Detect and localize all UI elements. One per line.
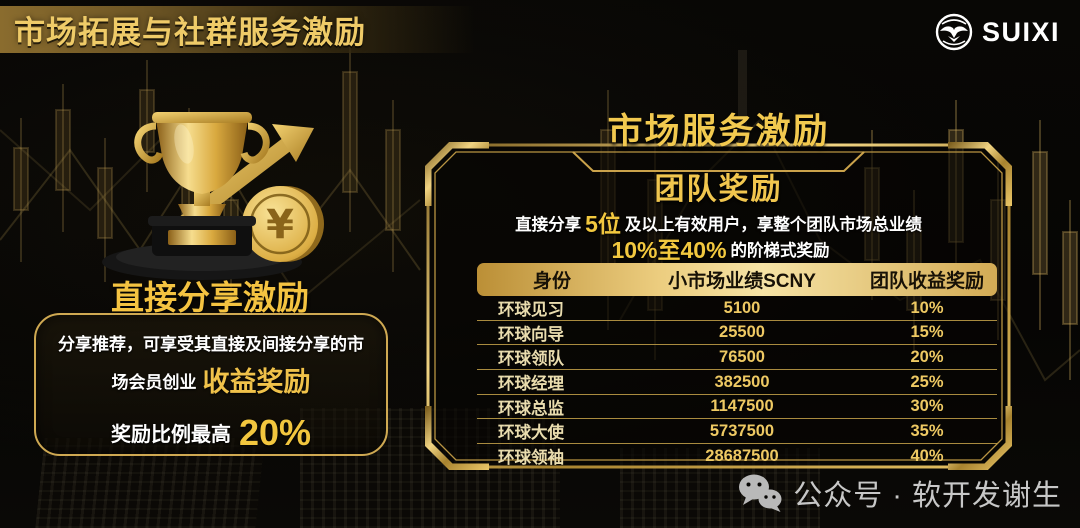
performance-cell: 28687500 xyxy=(705,446,779,465)
performance-cell: 382500 xyxy=(714,372,770,391)
table-header-reward: 团队收益奖励 xyxy=(869,271,984,292)
share-desc-line2: 场会员创业 收益奖励 xyxy=(36,360,386,399)
table-row: 环球见习 5100 10% xyxy=(477,296,997,321)
rank-cell: 环球大使 xyxy=(498,424,564,443)
ratio-line: 奖励比例最高 20% xyxy=(36,412,386,454)
performance-cell: 25500 xyxy=(719,323,765,342)
reward-cell: 20% xyxy=(910,347,944,366)
table-row: 环球领队 76500 20% xyxy=(477,345,997,371)
reward-cell: 35% xyxy=(910,421,944,440)
yuan-coin-icon: ¥ xyxy=(242,186,324,262)
team-reward-panel: 团队奖励 直接分享 5位 及以上有效用户，享整个团队市场总业绩 10%至40% 的阶梯… xyxy=(425,142,1012,470)
performance-cell: 76500 xyxy=(719,347,765,366)
performance-cell: 1147500 xyxy=(710,397,774,416)
rank-cell: 环球经理 xyxy=(498,375,564,394)
performance-cell: 5737500 xyxy=(709,421,775,440)
wechat-icon xyxy=(739,474,782,512)
ratio-label: 奖励比例最高 xyxy=(110,424,231,447)
intro-part1: 直接分享 xyxy=(515,216,582,234)
building-spire xyxy=(738,50,747,145)
logo: SUIXI xyxy=(934,12,1060,52)
table-row: 环球总监 1147500 30% xyxy=(477,395,997,420)
trophy-icon xyxy=(134,112,270,216)
share-desc-line1: 分享推荐，可享受其直接及间接分享的市 xyxy=(58,335,364,354)
suixi-emblem-icon xyxy=(935,13,973,51)
rank-cell: 环球总监 xyxy=(498,399,564,418)
team-reward-table: 身份 小市场业绩SCNY 团队收益奖励 环球见习 5100 10% 环球 xyxy=(477,263,997,469)
table-row: 环球向导 25500 15% xyxy=(477,321,997,346)
share-desc-line2-text: 场会员创业 xyxy=(111,373,197,393)
direct-share-info-box: 分享推荐，可享受其直接及间接分享的市 场会员创业 收益奖励 奖励比例最高 20% xyxy=(34,313,388,456)
panel-title: 团队奖励 xyxy=(654,173,783,206)
table-header-rank: 身份 xyxy=(532,271,571,292)
table-row: 环球大使 5737500 35% xyxy=(477,419,997,445)
ratio-value: 20% xyxy=(238,412,312,454)
left-heading: 直接分享激励 xyxy=(111,279,309,316)
share-desc-highlight: 收益奖励 xyxy=(202,367,311,398)
reward-cell: 40% xyxy=(910,446,944,465)
table-row: 环球经理 382500 25% xyxy=(477,370,997,395)
panel-content: 团队奖励 直接分享 5位 及以上有效用户，享整个团队市场总业绩 10%至40% 的阶梯… xyxy=(425,142,1012,470)
panel-intro-line2: 10%至40% 的阶梯式奖励 xyxy=(425,231,1012,263)
ornate-gold-frame xyxy=(425,142,1012,470)
svg-text:¥: ¥ xyxy=(266,202,294,248)
panel-intro-line1: 直接分享 5位 及以上有效用户，享整个团队市场总业绩 xyxy=(425,205,1012,237)
intro-highlight2: 10%至40% xyxy=(611,237,727,263)
reward-cell: 30% xyxy=(910,397,944,416)
page-title: 市场拓展与社群服务激励 xyxy=(14,15,366,50)
right-heading: 市场服务激励 xyxy=(607,112,830,151)
reward-cell: 15% xyxy=(910,323,944,342)
rank-cell: 环球领袖 xyxy=(498,449,564,468)
reward-cell: 25% xyxy=(910,372,944,391)
table-body: 环球见习 5100 10% 环球向导 25500 15% 环球领队 xyxy=(477,296,997,469)
intro-highlight1: 5位 xyxy=(585,211,621,237)
title-bar: 市场拓展与社群服务激励 xyxy=(0,6,505,53)
watermark-text: 公众号 · 软开发谢生 xyxy=(793,480,1062,512)
watermark: 公众号 · 软开发谢生 xyxy=(737,472,1062,514)
intro-part2: 及以上有效用户，享整个团队市场总业绩 xyxy=(624,216,922,234)
table-header-row: 身份 小市场业绩SCNY 团队收益奖励 xyxy=(477,263,997,296)
rank-cell: 环球向导 xyxy=(498,325,564,344)
table-header-performance: 小市场业绩SCNY xyxy=(668,271,816,292)
performance-cell: 5100 xyxy=(723,298,761,317)
intro-part3: 的阶梯式奖励 xyxy=(730,242,830,260)
rank-cell: 环球见习 xyxy=(498,301,564,319)
trophy-illustration: ¥ xyxy=(52,92,358,284)
reward-cell: 10% xyxy=(910,298,944,317)
logo-text: SUIXI xyxy=(981,16,1060,47)
rank-cell: 环球领队 xyxy=(498,350,564,369)
table-row: 环球领袖 28687500 40% xyxy=(477,444,997,469)
